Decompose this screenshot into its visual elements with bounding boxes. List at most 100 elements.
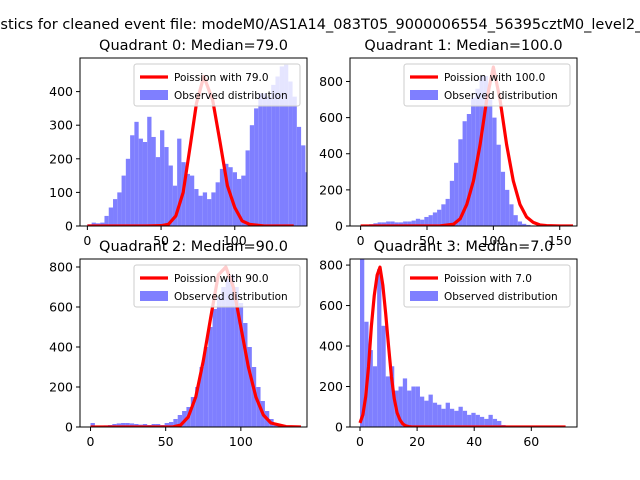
panel-title: Quadrant 2: Median=90.0 [99, 239, 288, 255]
x-tick-label: 60 [523, 434, 539, 449]
y-tick-label: 0 [335, 219, 343, 234]
histogram-bar [449, 408, 455, 427]
x-tick-label: 40 [466, 434, 482, 449]
histogram-bar [322, 213, 326, 226]
histogram-bar [359, 259, 365, 427]
x-tick-label: 100 [229, 434, 253, 449]
histogram-bar [190, 397, 196, 427]
histogram-bar [424, 216, 429, 226]
histogram-bar [386, 221, 391, 226]
legend-bar-swatch [140, 291, 168, 301]
histogram-bar [113, 199, 118, 226]
histogram-bar [522, 223, 527, 226]
x-tick-label: 20 [409, 434, 425, 449]
y-tick-label: 400 [49, 84, 73, 99]
histogram-bar [377, 269, 382, 427]
axes-frame [79, 258, 308, 428]
histogram-bar [428, 394, 433, 427]
histogram-bar [398, 386, 403, 427]
histogram-bar [500, 171, 506, 226]
y-tick-label: 800 [319, 258, 343, 273]
histogram-bar [251, 367, 257, 427]
histogram-bar [173, 419, 178, 427]
histogram-bar [458, 406, 463, 427]
histogram-bar [301, 145, 306, 226]
histogram-bar [505, 189, 510, 226]
histogram-bar [130, 135, 135, 226]
histogram-bar [100, 222, 105, 226]
histogram-bar [462, 410, 468, 427]
histogram-bar [385, 376, 390, 427]
axes-frame [349, 57, 578, 227]
histogram-bar [108, 207, 114, 226]
histogram-bar [168, 422, 174, 427]
histogram-bar [164, 147, 169, 226]
histogram-bar [198, 195, 203, 226]
y-tick-label: 800 [49, 260, 73, 275]
histogram-bar [398, 222, 404, 226]
histogram-bar [402, 378, 408, 427]
histogram-bar [172, 185, 178, 226]
legend-bar-label: Observed distribution [174, 90, 288, 102]
histogram-bar [279, 66, 285, 226]
histogram-bar [484, 418, 489, 427]
histogram-bar [238, 303, 244, 427]
y-tick-label: 0 [335, 420, 343, 435]
legend-box [133, 63, 301, 107]
histogram-bar [221, 287, 226, 427]
histogram-bar [492, 117, 497, 226]
legend-bar-swatch [410, 90, 438, 100]
histogram-bar [471, 412, 476, 427]
histogram-bar [262, 93, 267, 226]
legend-box [133, 264, 301, 308]
histogram-bar [199, 367, 204, 427]
histogram-bar [305, 172, 307, 226]
panel-title: Quadrant 3: Median=7.0 [374, 239, 554, 255]
histogram-bar [151, 136, 156, 226]
histogram-bar [177, 415, 183, 427]
histogram-bar [420, 219, 425, 226]
histogram-bar [160, 130, 165, 226]
y-tick-label: 600 [319, 110, 343, 125]
histogram-bar [432, 402, 438, 427]
histogram-bar [390, 221, 395, 226]
histogram-bar [194, 189, 199, 226]
histogram-bar [497, 420, 502, 427]
histogram-bars [359, 259, 532, 427]
legend-line-label: Poission with 7.0 [444, 273, 532, 285]
histogram-bar [466, 114, 472, 226]
legend-bar-swatch [140, 90, 168, 100]
quadrant-2-panel: 0 50 100 0 200 400 600 800 Quadrant 2: Median=90… [49, 239, 308, 449]
histogram-bar [496, 144, 501, 226]
histogram-bar [90, 423, 95, 427]
histogram-bar [394, 222, 399, 226]
histogram-bar [254, 108, 259, 226]
histogram-bar [381, 325, 386, 427]
histogram-bar [125, 158, 131, 226]
histogram-bar [513, 215, 518, 226]
legend: Poission with 79.0 Observed distribution [133, 63, 301, 107]
histogram-bar [428, 215, 433, 226]
x-tick-label: 0 [83, 233, 91, 248]
y-tick-label: 600 [319, 298, 343, 313]
histogram-bar [129, 423, 135, 427]
histogram-bar [526, 224, 531, 226]
histogram-bar [288, 81, 293, 226]
x-tick-label: 150 [548, 233, 572, 248]
histogram-bar [411, 386, 416, 427]
histogram-bar [517, 221, 523, 226]
histogram-bar [415, 218, 421, 226]
histogram-bar [445, 402, 450, 427]
legend: Poission with 90.0 Observed distribution [133, 264, 301, 308]
histogram-bar [271, 84, 276, 226]
histogram-bar [116, 423, 122, 427]
histogram-bar [441, 408, 446, 427]
legend-line-label: Poission with 90.0 [174, 273, 269, 285]
x-tick-label: 50 [419, 233, 435, 248]
histogram-bar [377, 222, 382, 226]
histogram-bar [372, 366, 378, 427]
histogram-bar [219, 168, 225, 226]
histogram-bar [437, 404, 442, 427]
histogram-bar [509, 204, 514, 226]
histogram-bar [249, 125, 255, 226]
